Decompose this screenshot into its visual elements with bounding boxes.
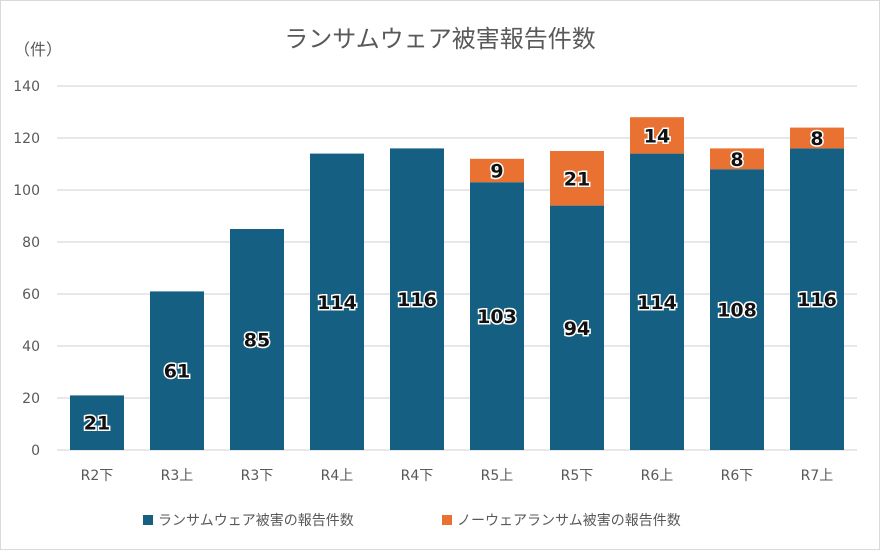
legend-swatch <box>143 515 153 525</box>
x-tick-label: R3上 <box>161 468 194 484</box>
y-tick-label: 80 <box>22 235 40 251</box>
y-tick-label: 40 <box>22 339 40 355</box>
x-tick-label: R3下 <box>241 468 274 484</box>
data-label: 116 <box>797 289 837 311</box>
bar-segment <box>790 148 844 450</box>
data-label: 14 <box>644 125 670 147</box>
x-tick-label: R4上 <box>321 468 354 484</box>
data-label: 103 <box>477 306 517 328</box>
x-tick-label: R6上 <box>641 468 674 484</box>
bar-segment <box>150 291 204 450</box>
legend-label: ノーウェアランサム被害の報告件数 <box>457 513 681 529</box>
data-label: 116 <box>397 289 437 311</box>
y-tick-label: 60 <box>22 287 40 303</box>
y-tick-label: 100 <box>13 183 40 199</box>
x-tick-label: R7上 <box>801 468 834 484</box>
x-tick-label: R6下 <box>721 468 754 484</box>
chart-title: ランサムウェア被害報告件数 <box>284 25 596 53</box>
bar-segment <box>310 153 364 450</box>
y-tick-label: 0 <box>31 443 40 459</box>
data-label: 94 <box>564 318 590 340</box>
data-label: 9 <box>490 161 503 183</box>
bar-segment <box>790 127 844 149</box>
bar-segment <box>710 148 764 170</box>
data-label: 21 <box>564 168 590 190</box>
bar-segment <box>550 151 604 206</box>
x-tick-label: R5下 <box>561 468 594 484</box>
data-label: 8 <box>730 149 743 171</box>
data-label: 8 <box>810 128 823 150</box>
data-label: 21 <box>84 413 110 435</box>
bar-segment <box>390 148 444 450</box>
bar-segment <box>710 169 764 450</box>
bar-segment <box>230 229 284 450</box>
data-label: 85 <box>244 330 270 352</box>
y-tick-label: 120 <box>13 131 40 147</box>
data-label: 114 <box>317 292 357 314</box>
y-axis-unit-label: （件） <box>14 40 62 59</box>
bar-segment <box>550 205 604 450</box>
bar-segment <box>630 117 684 154</box>
bar-segment <box>70 395 124 450</box>
legend-label: ランサムウェア被害の報告件数 <box>158 513 354 529</box>
bar-segment <box>470 182 524 450</box>
y-tick-label: 140 <box>13 79 40 95</box>
x-tick-label: R5上 <box>481 468 514 484</box>
x-tick-label: R2下 <box>81 468 114 484</box>
bar-segment <box>630 153 684 450</box>
x-tick-label: R4下 <box>401 468 434 484</box>
legend-swatch <box>442 515 452 525</box>
bar-segment <box>470 158 524 183</box>
y-tick-label: 20 <box>22 391 40 407</box>
data-label: 108 <box>717 300 757 322</box>
data-label: 61 <box>164 361 190 383</box>
data-label: 114 <box>637 292 677 314</box>
